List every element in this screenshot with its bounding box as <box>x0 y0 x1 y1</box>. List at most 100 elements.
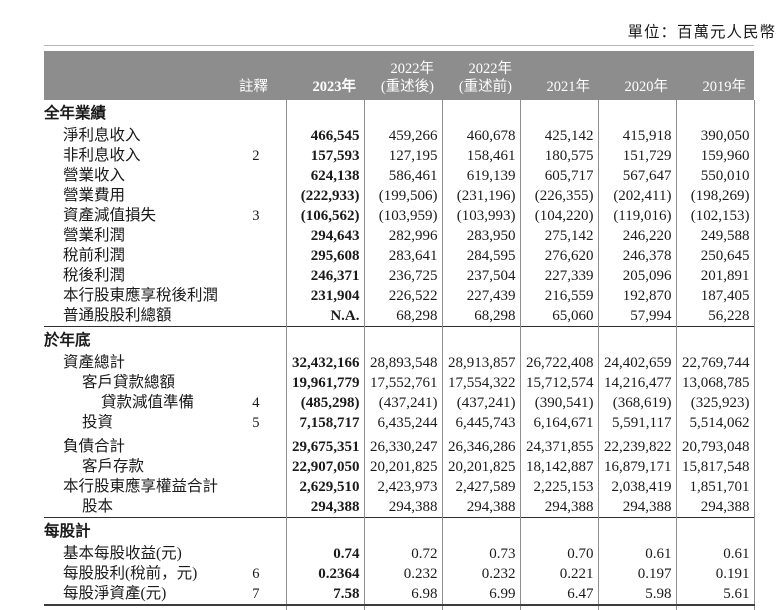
table-row: 營業利潤 294,643 282,996 283,950 275,142 246,220 2… <box>44 226 755 246</box>
header-label-spacer <box>44 51 230 100</box>
bottom-rule-spacer <box>230 604 286 610</box>
cell-value: (222,933) <box>285 186 364 206</box>
cell-value: 5,591,117 <box>597 413 676 433</box>
table-row: 投資 5 7,158,717 6,435,244 6,445,743 6,164,671 5… <box>44 413 755 433</box>
row-note <box>230 126 286 146</box>
cell-value: 151,729 <box>597 146 676 166</box>
row-note <box>230 457 286 477</box>
cell-value: 0.61 <box>597 544 676 564</box>
table-row: 客戶存款 22,907,050 20,201,825 20,201,825 18,142… <box>44 457 755 477</box>
row-label: 淨利息收入 <box>63 127 141 144</box>
row-note: 3 <box>252 208 260 224</box>
table-row: 稅後利潤 246,371 236,725 237,504 227,339 205,096 2… <box>44 266 755 286</box>
table-row: 營業費用 (222,933) (199,506) (231,196) (226,355)… <box>44 186 755 206</box>
cell-value: 567,647 <box>597 166 676 186</box>
section-value-spacer <box>363 517 442 544</box>
cell-value: 68,298 <box>441 306 520 327</box>
row-note <box>230 266 286 286</box>
cell-value: 295,608 <box>285 246 364 266</box>
section-value-spacer <box>675 517 755 544</box>
cell-value: 294,388 <box>675 497 755 518</box>
cell-value: 0.221 <box>519 564 598 584</box>
row-note <box>230 166 286 186</box>
cell-value: 187,405 <box>675 286 755 306</box>
row-note <box>230 286 286 306</box>
row-label: 營業利潤 <box>63 227 126 244</box>
cell-value: 226,522 <box>363 286 442 306</box>
cell-value: 237,504 <box>441 266 520 286</box>
cell-value: 390,050 <box>675 126 755 146</box>
row-label: 普通股股利總額 <box>63 307 172 324</box>
cell-value: 294,388 <box>363 497 442 518</box>
row-note <box>230 186 286 206</box>
cell-value: (485,298) <box>285 393 364 413</box>
section-value-spacer <box>675 100 755 126</box>
cell-value: 1,851,701 <box>675 477 755 497</box>
header-year-2022a-line2: (重述後) <box>380 79 434 95</box>
cell-value: 227,339 <box>519 266 598 286</box>
section-title: 全年業績 <box>44 105 107 122</box>
cell-value: 6.99 <box>441 584 520 605</box>
row-note <box>230 246 286 266</box>
bottom-rule-spacer <box>597 604 676 610</box>
cell-value: 459,266 <box>363 126 442 146</box>
cell-value: (437,241) <box>363 393 442 413</box>
cell-value: 0.191 <box>675 564 755 584</box>
header-notes: 註釋 <box>230 51 286 100</box>
cell-value: 6,445,743 <box>441 413 520 433</box>
cell-value: 29,675,351 <box>285 433 364 457</box>
table-row: 貸款減值準備 4 (485,298) (437,241) (437,241) (390,5… <box>44 393 755 413</box>
section-value-spacer <box>285 100 364 126</box>
cell-value: 5.61 <box>675 584 755 605</box>
cell-value: 605,717 <box>519 166 598 186</box>
row-note <box>230 497 286 518</box>
cell-value: 192,870 <box>597 286 676 306</box>
row-note: 5 <box>252 415 260 431</box>
header-year-2019-text: 2019年 <box>702 79 747 95</box>
cell-value: 236,725 <box>363 266 442 286</box>
cell-value: 276,620 <box>519 246 598 266</box>
cell-value: 246,378 <box>597 246 676 266</box>
bottom-rule-spacer <box>285 604 364 610</box>
row-label: 非利息收入 <box>63 147 141 164</box>
section-value-spacer <box>285 326 364 353</box>
cell-value: 2,038,419 <box>597 477 676 497</box>
cell-value: 68,298 <box>363 306 442 327</box>
row-note: 4 <box>252 395 260 411</box>
cell-value: 466,545 <box>285 126 364 146</box>
cell-value: 26,722,408 <box>519 353 598 373</box>
cell-value: 6.47 <box>519 584 598 605</box>
cell-value: 57,994 <box>597 306 676 327</box>
cell-value: 180,575 <box>519 146 598 166</box>
row-label: 本行股東應享權益合計 <box>63 478 219 495</box>
cell-value: 216,559 <box>519 286 598 306</box>
cell-value: 18,142,887 <box>519 457 598 477</box>
table-row: 淨利息收入 466,545 459,266 460,678 425,142 415,918… <box>44 126 755 146</box>
cell-value: 294,388 <box>519 497 598 518</box>
cell-value: 15,817,548 <box>675 457 755 477</box>
header-year-2020: 2020年 <box>598 51 676 100</box>
section-value-spacer <box>363 326 442 353</box>
header-year-2022-restated-before: 2022年 (重述前) <box>442 51 520 100</box>
cell-value: 294,643 <box>285 226 364 246</box>
section-note-spacer <box>230 100 286 126</box>
cell-value: 24,402,659 <box>597 353 676 373</box>
row-label: 資產減值損失 <box>63 207 157 224</box>
row-label: 稅前利潤 <box>63 247 126 264</box>
cell-value: 26,330,247 <box>363 433 442 457</box>
cell-value: 28,913,857 <box>441 353 520 373</box>
cell-value: 201,891 <box>675 266 755 286</box>
cell-value: 275,142 <box>519 226 598 246</box>
row-note: 7 <box>252 586 260 602</box>
cell-value: 283,950 <box>441 226 520 246</box>
row-note <box>230 477 286 497</box>
section-value-spacer <box>519 517 598 544</box>
financial-summary: 註釋 2023年 2022年 (重述後) 2022年 (重述前) 2021年 2 <box>44 51 755 610</box>
cell-value: (390,541) <box>519 393 598 413</box>
cell-value: 205,096 <box>597 266 676 286</box>
cell-value: (104,220) <box>519 206 598 226</box>
row-note <box>230 226 286 246</box>
table-body: 全年業績 淨利息收入 466,545 459,266 460,678 425,142 415… <box>44 100 755 610</box>
header-year-2023-text: 2023年 <box>312 79 357 95</box>
cell-value: 0.72 <box>363 544 442 564</box>
